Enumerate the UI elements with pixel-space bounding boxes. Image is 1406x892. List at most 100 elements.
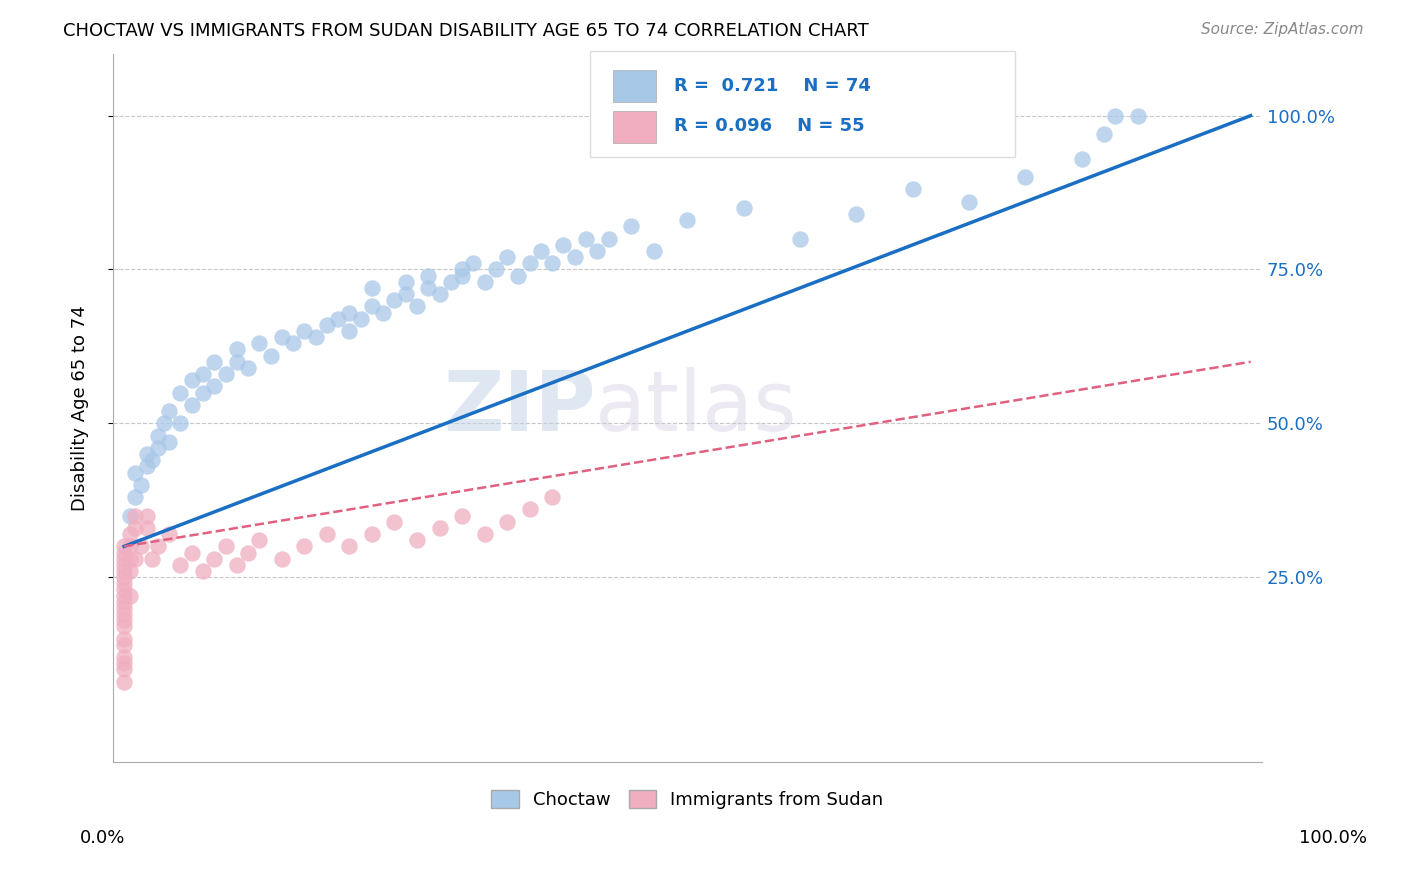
Point <box>395 287 418 301</box>
Point <box>384 515 406 529</box>
Point <box>541 490 564 504</box>
Point <box>395 275 418 289</box>
Point <box>112 540 135 554</box>
Point <box>146 540 169 554</box>
Point <box>225 558 247 572</box>
Text: 0.0%: 0.0% <box>80 829 125 847</box>
Point <box>118 551 141 566</box>
Text: atlas: atlas <box>596 368 797 449</box>
Point <box>575 232 598 246</box>
Point <box>519 502 541 516</box>
Point <box>620 219 643 234</box>
Point <box>214 540 236 554</box>
Point <box>129 478 152 492</box>
Point <box>292 324 315 338</box>
Point <box>112 607 135 621</box>
Point <box>339 324 361 338</box>
Point <box>135 447 157 461</box>
Point <box>112 545 135 559</box>
Point <box>643 244 665 258</box>
Point <box>157 527 180 541</box>
Point <box>485 262 508 277</box>
Point <box>508 268 530 283</box>
Point <box>112 564 135 578</box>
Text: 100.0%: 100.0% <box>1299 829 1367 847</box>
Text: ZIP: ZIP <box>443 368 596 449</box>
Point <box>112 570 135 584</box>
Point <box>1014 170 1036 185</box>
Point <box>135 521 157 535</box>
Point <box>406 533 429 548</box>
Point <box>496 250 519 264</box>
Point <box>496 515 519 529</box>
Point <box>112 632 135 646</box>
Point <box>112 595 135 609</box>
Point <box>191 367 214 381</box>
Point <box>901 182 924 196</box>
Point <box>157 434 180 449</box>
Text: CHOCTAW VS IMMIGRANTS FROM SUDAN DISABILITY AGE 65 TO 74 CORRELATION CHART: CHOCTAW VS IMMIGRANTS FROM SUDAN DISABIL… <box>63 22 869 40</box>
Point <box>350 311 373 326</box>
Point <box>112 674 135 689</box>
Point <box>530 244 553 258</box>
Point <box>247 336 270 351</box>
Point <box>440 275 463 289</box>
Point <box>191 564 214 578</box>
Point <box>112 601 135 615</box>
Legend: Choctaw, Immigrants from Sudan: Choctaw, Immigrants from Sudan <box>484 782 890 816</box>
Point <box>541 256 564 270</box>
Point <box>957 194 980 209</box>
Point <box>451 268 474 283</box>
Point <box>225 343 247 357</box>
Point <box>315 318 337 332</box>
Point <box>169 385 191 400</box>
Point <box>118 589 141 603</box>
Point <box>304 330 326 344</box>
Point <box>429 521 451 535</box>
Point <box>112 576 135 591</box>
Point <box>789 232 811 246</box>
Point <box>315 527 337 541</box>
Point <box>112 663 135 677</box>
Point <box>519 256 541 270</box>
Point <box>112 657 135 671</box>
Point <box>339 305 361 319</box>
Text: R = 0.096    N = 55: R = 0.096 N = 55 <box>673 117 865 136</box>
Point <box>373 305 395 319</box>
Point <box>1092 127 1115 141</box>
Point <box>418 281 440 295</box>
Point <box>118 508 141 523</box>
Point <box>1070 152 1092 166</box>
Point <box>146 441 169 455</box>
Point <box>236 545 259 559</box>
Point <box>1126 109 1149 123</box>
Point <box>236 360 259 375</box>
Point <box>124 466 146 480</box>
Point <box>112 613 135 627</box>
Point <box>112 589 135 603</box>
Point <box>281 336 304 351</box>
Point <box>418 268 440 283</box>
Point <box>180 398 202 412</box>
Point <box>259 349 281 363</box>
Point <box>474 275 496 289</box>
Point <box>292 540 315 554</box>
Point <box>180 545 202 559</box>
Point <box>328 311 350 326</box>
Point <box>124 521 146 535</box>
Point <box>586 244 609 258</box>
FancyBboxPatch shape <box>613 70 657 103</box>
Point <box>135 459 157 474</box>
Point <box>118 527 141 541</box>
Point <box>112 638 135 652</box>
Y-axis label: Disability Age 65 to 74: Disability Age 65 to 74 <box>72 305 89 511</box>
Point <box>451 508 474 523</box>
Point <box>451 262 474 277</box>
Point <box>169 558 191 572</box>
Point <box>406 300 429 314</box>
Point <box>124 551 146 566</box>
Point <box>361 281 384 295</box>
Point <box>141 453 163 467</box>
Point <box>129 540 152 554</box>
Point <box>463 256 485 270</box>
